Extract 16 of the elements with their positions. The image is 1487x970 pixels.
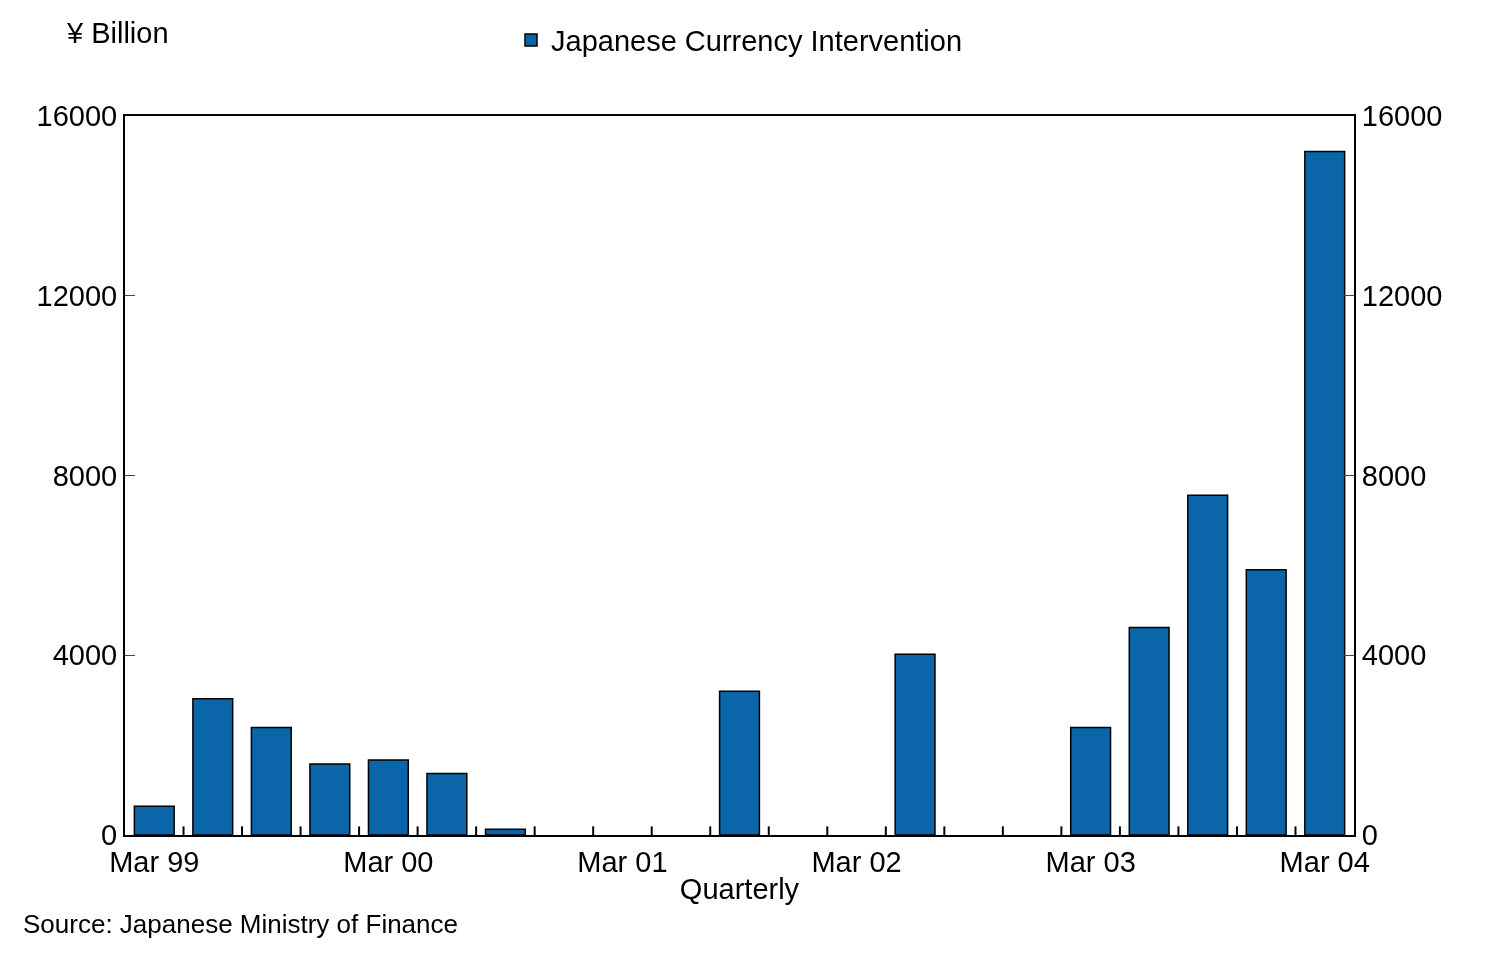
x-axis-title: Quarterly [679, 873, 800, 906]
y2-tick-label: 16000 [1361, 100, 1443, 133]
legend-label: Japanese Currency Intervention [551, 25, 963, 58]
x-tick-label: Mar 03 [1045, 845, 1136, 878]
x-tick-label: Mar 02 [811, 845, 902, 878]
y2-tick-label: 4000 [1361, 639, 1427, 672]
y2-tick-label: 8000 [1361, 459, 1427, 492]
y-tick-label: 16000 [36, 100, 118, 133]
x-tick-label: Mar 01 [577, 845, 668, 878]
y-tick-label: 8000 [52, 459, 118, 492]
x-tick-label: Mar 00 [343, 845, 434, 878]
y-axis-title: ¥ Billion [66, 17, 169, 49]
y2-tick-label: 12000 [1361, 279, 1443, 312]
y-tick-label: 4000 [52, 639, 118, 672]
y-tick-label: 12000 [36, 279, 118, 312]
source-note: Source: Japanese Ministry of Finance [23, 909, 458, 939]
